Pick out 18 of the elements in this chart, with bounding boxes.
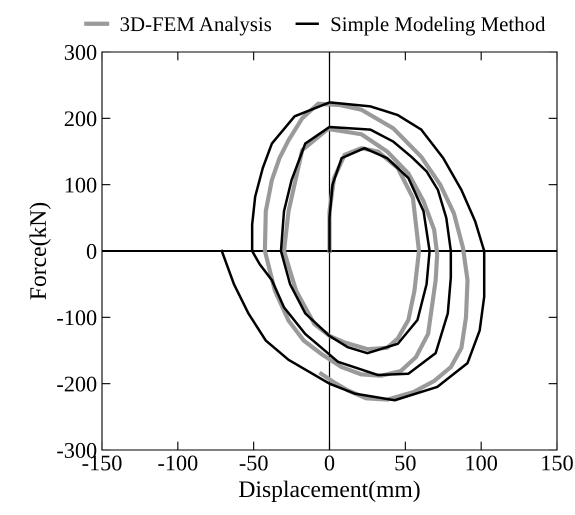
legend-label: Simple Modeling Method xyxy=(332,16,546,36)
x-tick-label: -150 xyxy=(82,456,122,470)
y-tick-label: 0 xyxy=(86,244,96,259)
y-axis-title: Force(kN) xyxy=(29,202,51,300)
x-tick-label: 150 xyxy=(542,456,573,470)
y-tick-label: -100 xyxy=(57,310,96,326)
x-tick-label: 100 xyxy=(466,456,497,470)
y-tick-label: -200 xyxy=(57,376,96,392)
x-tick-label: -50 xyxy=(240,456,268,470)
x-tick-label: -100 xyxy=(158,456,198,470)
x-tick-label: 50 xyxy=(396,456,416,470)
y-tick-label: -300 xyxy=(57,442,96,458)
y-tick-label: 300 xyxy=(64,44,96,60)
legend-label: 3D-FEM Analysis xyxy=(120,16,272,36)
x-tick-label: 0 xyxy=(324,456,334,470)
y-tick-label: 200 xyxy=(64,111,96,126)
y-tick-label: 100 xyxy=(66,178,96,193)
x-axis-title: Displacement(mm) xyxy=(239,480,420,502)
